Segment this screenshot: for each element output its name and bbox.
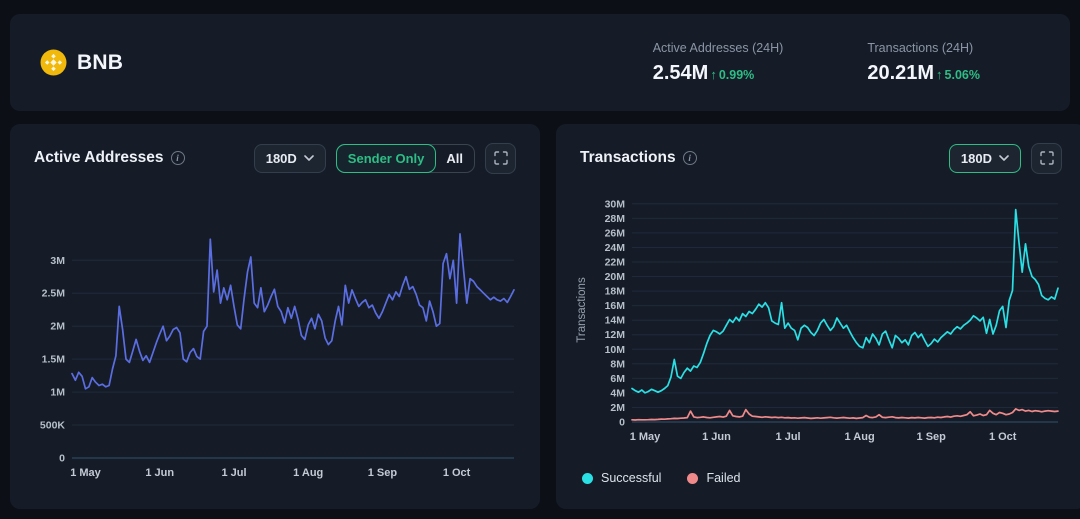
- range-value: 180D: [960, 150, 992, 166]
- transactions-chart[interactable]: 0 2M 4M 6M 8M 10M 12M 14M 16M 18M 20M 22M 24M 26M 28M 3…: [570, 184, 1072, 463]
- svg-text:2M: 2M: [610, 402, 625, 414]
- svg-text:26M: 26M: [605, 227, 626, 239]
- svg-text:24M: 24M: [605, 242, 626, 254]
- coin-identity: BNB: [40, 49, 123, 76]
- stat-value: 2.54M: [652, 61, 709, 84]
- svg-text:10M: 10M: [605, 344, 626, 356]
- svg-text:28M: 28M: [605, 213, 626, 225]
- svg-text:14M: 14M: [605, 315, 626, 327]
- legend-item-successful[interactable]: Successful: [582, 471, 661, 485]
- successful-dot-icon: [582, 472, 593, 484]
- info-icon[interactable]: i: [682, 151, 697, 165]
- active-addresses-panel: Active Addresses i 180D Sender Only All: [10, 124, 540, 509]
- fullscreen-button[interactable]: [485, 142, 516, 174]
- active-addresses-chart[interactable]: 0 500K 1M 1.5M 2M 2.5M 3M 1 May 1 Jun 1 Jul 1 Aug 1…: [24, 184, 526, 499]
- svg-text:1 Jul: 1 Jul: [776, 431, 801, 443]
- panel-title: Transactions: [580, 149, 676, 166]
- chevron-down-icon: [999, 155, 1009, 161]
- toggle-sender-only[interactable]: Sender Only: [335, 143, 437, 173]
- svg-text:1 Sep: 1 Sep: [368, 467, 398, 479]
- stat-transactions-24h: Transactions (24H) 20.21M ↑ 5.06%: [867, 41, 980, 85]
- svg-text:500K: 500K: [40, 420, 66, 432]
- legend-item-failed[interactable]: Failed: [687, 471, 741, 485]
- svg-text:1 Oct: 1 Oct: [443, 467, 471, 479]
- svg-text:1 Jun: 1 Jun: [145, 467, 174, 479]
- info-icon[interactable]: i: [170, 151, 185, 165]
- stat-value: 20.21M: [867, 61, 935, 84]
- fullscreen-icon: [1039, 151, 1054, 165]
- legend-label: Successful: [601, 471, 662, 485]
- svg-text:2.5M: 2.5M: [42, 288, 66, 300]
- svg-text:3M: 3M: [50, 255, 65, 267]
- svg-text:1 Aug: 1 Aug: [293, 467, 323, 479]
- svg-text:1 Aug: 1 Aug: [845, 431, 875, 443]
- legend-label: Failed: [706, 471, 741, 485]
- up-arrow-icon: ↑: [710, 66, 717, 82]
- svg-text:1 Jul: 1 Jul: [221, 467, 246, 479]
- stat-label: Active Addresses (24H): [652, 40, 784, 55]
- range-value: 180D: [265, 150, 297, 166]
- svg-text:8M: 8M: [610, 358, 625, 370]
- svg-text:4M: 4M: [610, 387, 625, 399]
- svg-text:20M: 20M: [605, 271, 626, 283]
- header-stats: Active Addresses (24H) 2.54M ↑ 0.99% Tra…: [653, 41, 1040, 85]
- svg-text:1 Oct: 1 Oct: [989, 431, 1017, 443]
- svg-text:1 May: 1 May: [630, 431, 661, 443]
- chart-legend: Successful Failed: [570, 463, 1072, 487]
- chevron-down-icon: [303, 155, 314, 161]
- fullscreen-button[interactable]: [1031, 142, 1062, 174]
- svg-text:0: 0: [59, 453, 65, 465]
- toggle-all[interactable]: All: [435, 145, 474, 172]
- up-arrow-icon: ↑: [936, 66, 943, 82]
- transactions-line-chart[interactable]: 0 2M 4M 6M 8M 10M 12M 14M 16M 18M 20M 22M 24M 26M 28M 3…: [574, 184, 1068, 458]
- svg-text:Transactions: Transactions: [576, 277, 588, 343]
- stat-active-addresses-24h: Active Addresses (24H) 2.54M ↑ 0.99%: [653, 41, 784, 85]
- coin-header-card: BNB Active Addresses (24H) 2.54M ↑ 0.99%…: [10, 14, 1070, 111]
- svg-text:2M: 2M: [50, 321, 65, 333]
- svg-text:30M: 30M: [605, 198, 626, 210]
- range-dropdown[interactable]: 180D: [253, 143, 326, 173]
- fullscreen-icon: [493, 151, 508, 165]
- bnb-coin-icon: [40, 49, 67, 76]
- svg-text:18M: 18M: [605, 286, 626, 298]
- svg-text:1M: 1M: [50, 387, 65, 399]
- stat-change: 0.99%: [718, 67, 755, 82]
- coin-name: BNB: [77, 50, 124, 74]
- svg-text:1.5M: 1.5M: [42, 354, 66, 366]
- range-dropdown[interactable]: 180D: [948, 143, 1021, 173]
- active-addresses-line-chart[interactable]: 0 500K 1M 1.5M 2M 2.5M 3M 1 May 1 Jun 1 Jul 1 Aug 1…: [28, 184, 522, 494]
- svg-text:12M: 12M: [605, 329, 626, 341]
- transactions-panel: Transactions i 180D: [556, 124, 1080, 509]
- stat-label: Transactions (24H): [867, 40, 974, 55]
- svg-text:1 Sep: 1 Sep: [917, 431, 947, 443]
- svg-text:22M: 22M: [605, 257, 626, 269]
- stat-change: 5.06%: [944, 67, 980, 82]
- svg-text:1 May: 1 May: [70, 467, 101, 479]
- svg-text:1 Jun: 1 Jun: [702, 431, 731, 443]
- panel-title: Active Addresses: [34, 149, 164, 166]
- svg-text:6M: 6M: [610, 373, 625, 385]
- svg-text:0: 0: [619, 417, 625, 429]
- svg-text:16M: 16M: [605, 300, 626, 312]
- failed-dot-icon: [687, 472, 699, 484]
- sender-toggle-group: Sender Only All: [335, 143, 475, 173]
